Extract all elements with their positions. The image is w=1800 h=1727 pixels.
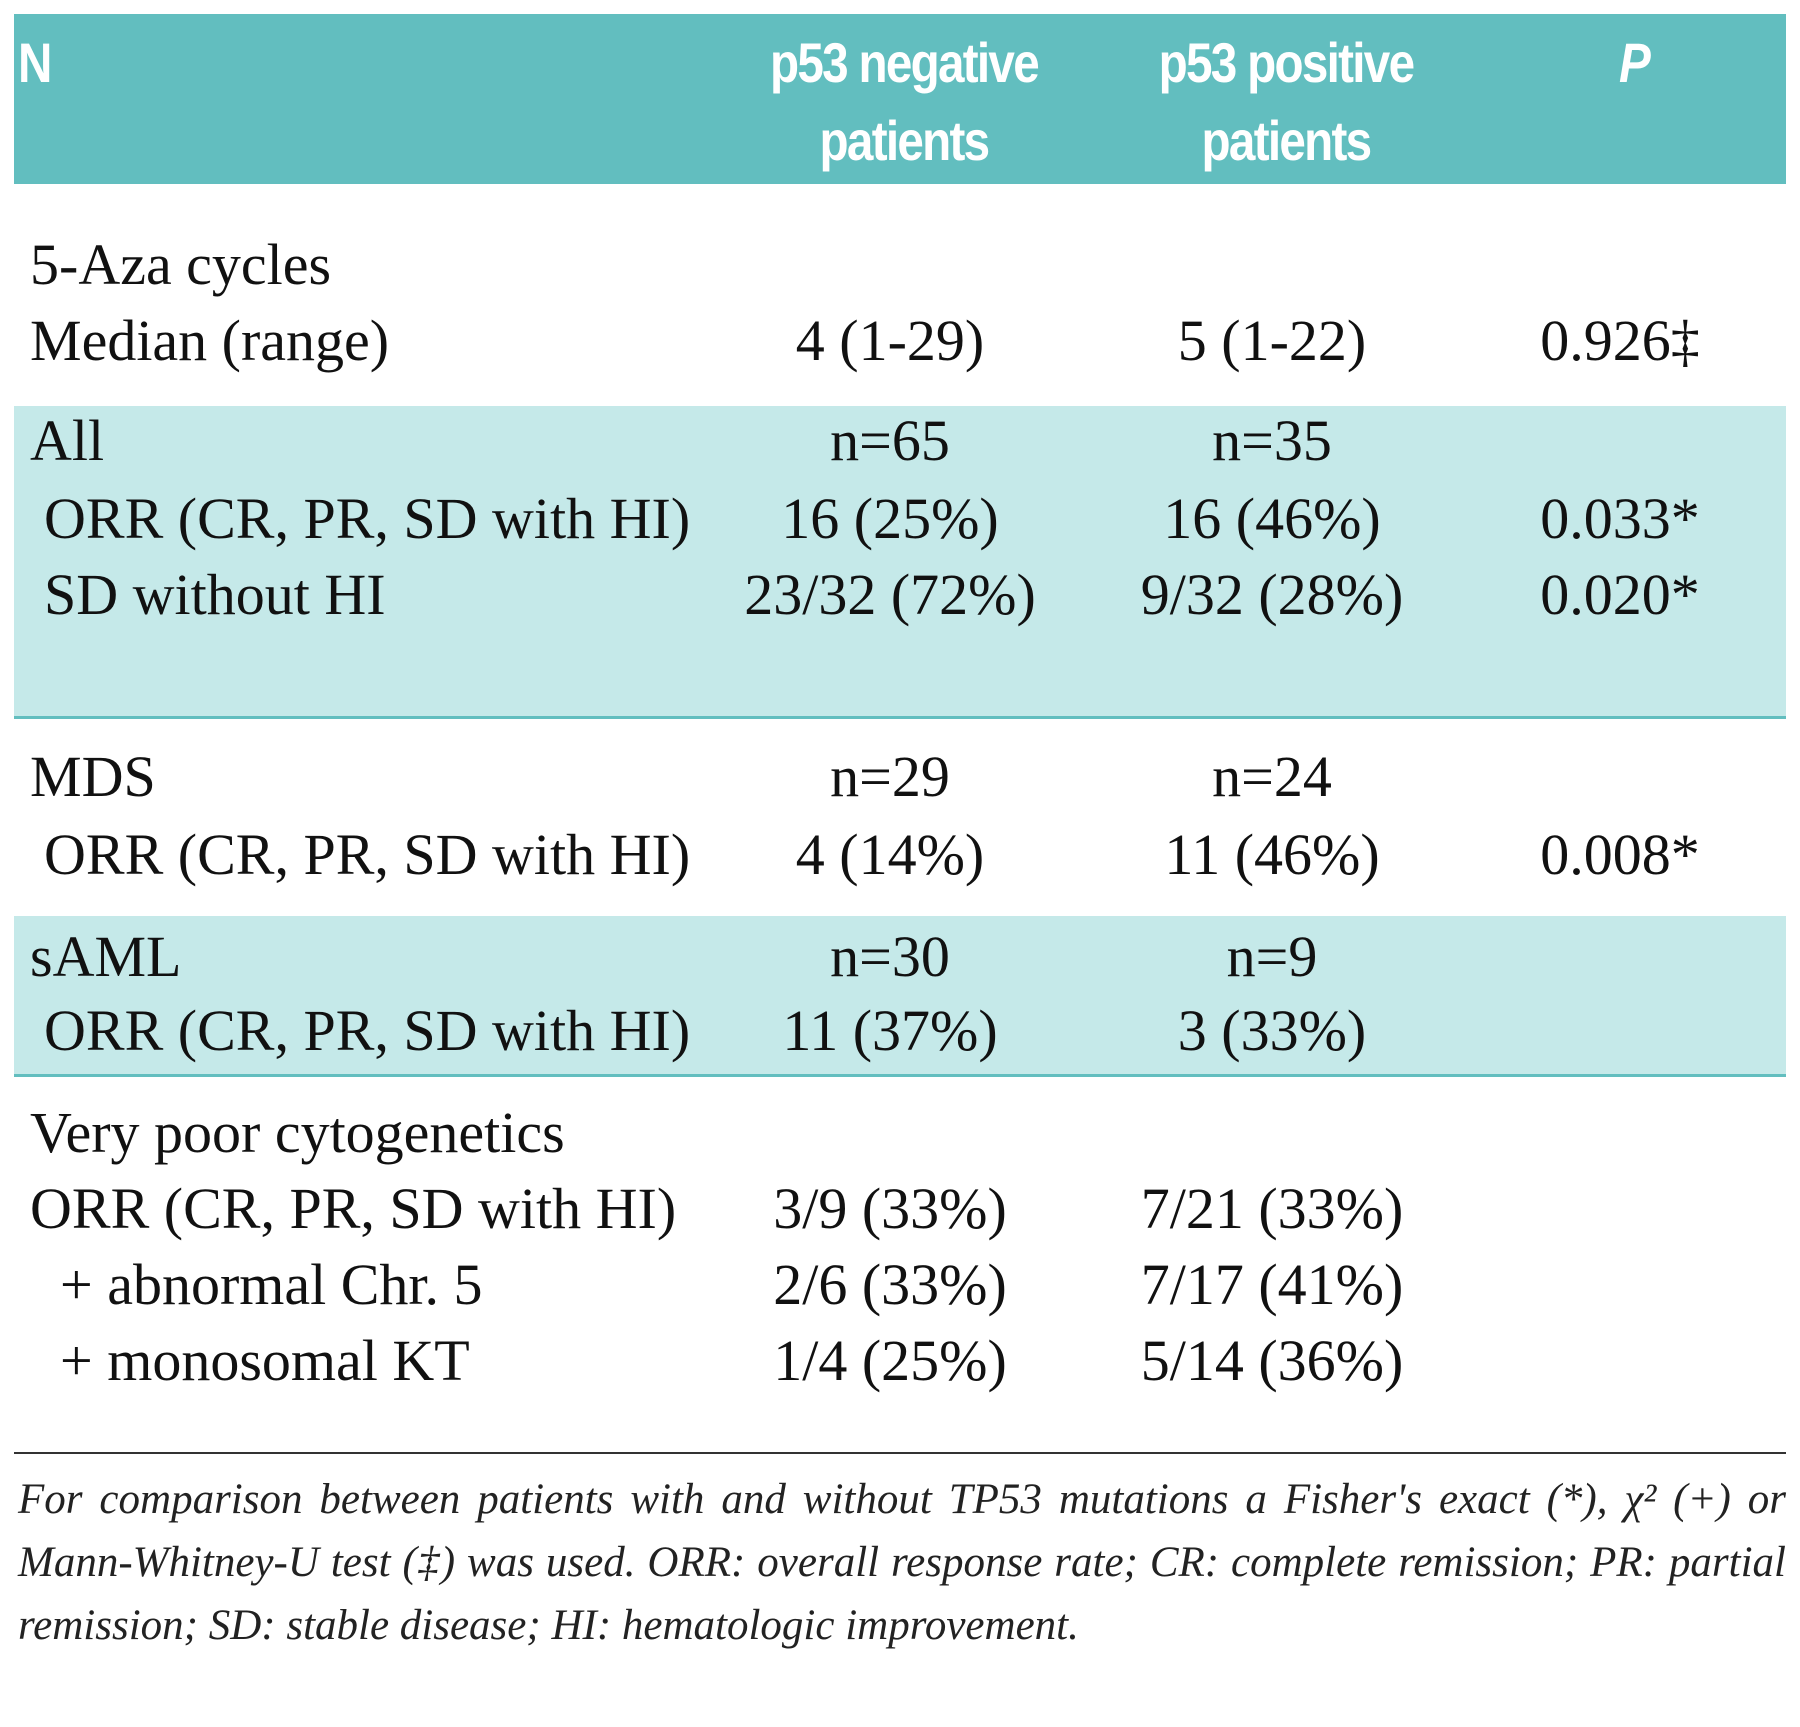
row-label: + monosomal KT	[60, 1328, 470, 1393]
rule-after-saml	[14, 1074, 1786, 1077]
band-saml	[14, 916, 1786, 1074]
table-row: Median (range) 4 (1-29) 5 (1-22) 0.926‡	[0, 302, 1800, 380]
row-label: ORR (CR, PR, SD with HI)	[30, 1176, 677, 1241]
cell-negative: 4 (14%)	[795, 822, 985, 887]
cell-negative: 11 (37%)	[782, 998, 998, 1063]
cell-positive: 5/14 (36%)	[1140, 1328, 1404, 1393]
row-label: MDS	[30, 744, 156, 809]
table-row: ORR (CR, PR, SD with HI) 3/9 (33%) 7/21 …	[0, 1170, 1800, 1248]
header-label-column: N	[18, 31, 52, 94]
cell-positive: 11 (46%)	[1164, 822, 1380, 887]
header-p-value: P	[1618, 31, 1651, 94]
cell-positive: 7/21 (33%)	[1140, 1176, 1404, 1241]
row-label: ORR (CR, PR, SD with HI)	[44, 486, 691, 551]
cell-positive: n=24	[1212, 744, 1332, 809]
footnote-divider	[14, 1452, 1786, 1454]
row-label: ORR (CR, PR, SD with HI)	[44, 822, 691, 887]
header-p53-negative: p53 negative patients	[770, 31, 1040, 172]
row-label: + abnormal Chr. 5	[60, 1252, 483, 1317]
table-row: ORR (CR, PR, SD with HI) 11 (37%) 3 (33%…	[0, 992, 1800, 1070]
cell-negative: 2/6 (33%)	[773, 1252, 1007, 1317]
table-row: 5-Aza cycles	[0, 226, 1800, 304]
row-label: 5-Aza cycles	[30, 232, 332, 297]
cell-negative: 3/9 (33%)	[773, 1176, 1007, 1241]
row-label: ORR (CR, PR, SD with HI)	[44, 998, 691, 1063]
cell-negative: n=29	[830, 744, 950, 809]
band-all	[14, 406, 1786, 716]
cell-negative: n=65	[830, 408, 950, 473]
row-label: Very poor cytogenetics	[30, 1100, 565, 1165]
table-row: + monosomal KT 1/4 (25%) 5/14 (36%)	[0, 1322, 1800, 1400]
row-label: sAML	[30, 924, 182, 989]
cell-positive: 16 (46%)	[1163, 486, 1381, 551]
cell-positive: 5 (1-22)	[1177, 308, 1367, 373]
row-label: Median (range)	[30, 308, 390, 373]
cell-positive: n=35	[1212, 408, 1332, 473]
header-p53-positive: p53 positive patients	[1158, 31, 1415, 172]
cell-negative: 16 (25%)	[781, 486, 999, 551]
table-row: ORR (CR, PR, SD with HI) 16 (25%) 16 (46…	[0, 480, 1800, 558]
table-row: + abnormal Chr. 5 2/6 (33%) 7/17 (41%)	[0, 1246, 1800, 1324]
cell-positive: 7/17 (41%)	[1140, 1252, 1404, 1317]
table-row: sAML n=30 n=9	[0, 918, 1800, 996]
cell-negative: n=30	[830, 924, 950, 989]
cell-p: 0.020*	[1540, 562, 1700, 627]
cell-negative: 1/4 (25%)	[773, 1328, 1007, 1393]
table-row: SD without HI 23/32 (72%) 9/32 (28%) 0.0…	[0, 556, 1800, 634]
table-header: N p53 negative patients p53 positive pat…	[14, 14, 1786, 184]
table-row: Very poor cytogenetics	[0, 1094, 1800, 1172]
cell-p: 0.033*	[1540, 486, 1700, 551]
table-row: All n=65 n=35	[0, 402, 1800, 480]
cell-p: 0.926‡	[1540, 308, 1700, 373]
cell-positive: 3 (33%)	[1177, 998, 1367, 1063]
cell-negative: 4 (1-29)	[795, 308, 985, 373]
cell-negative: 23/32 (72%)	[744, 562, 1036, 627]
row-label: All	[30, 408, 105, 473]
table-footnote: For comparison between patients with and…	[18, 1476, 1786, 1649]
row-label: SD without HI	[44, 562, 386, 627]
cell-p: 0.008*	[1540, 822, 1700, 887]
cell-positive: 9/32 (28%)	[1140, 562, 1404, 627]
table-row: MDS n=29 n=24	[0, 738, 1800, 816]
table-row: ORR (CR, PR, SD with HI) 4 (14%) 11 (46%…	[0, 816, 1800, 894]
rule-after-all	[14, 716, 1786, 719]
cell-positive: n=9	[1226, 924, 1318, 989]
